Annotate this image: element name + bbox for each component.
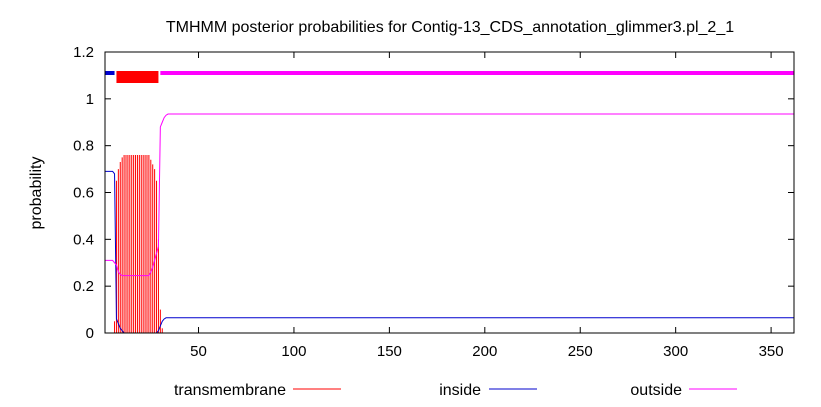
series-inside-line	[105, 170, 794, 334]
chart-title: TMHMM posterior probabilities for Contig…	[166, 19, 734, 36]
x-tick-label: 300	[663, 343, 688, 360]
y-tick-label: 0.6	[73, 185, 94, 202]
plot-frame	[104, 51, 795, 334]
y-tick-label: 0.4	[73, 231, 94, 248]
legend-label-outside: outside	[630, 382, 682, 399]
y-tick-label: 0.2	[73, 278, 94, 295]
y-tick-label: 1.2	[73, 44, 94, 61]
x-tick-label: 50	[190, 343, 207, 360]
x-tick-label: 250	[568, 343, 593, 360]
x-tick-label: 350	[759, 343, 784, 360]
topology-bar-inside	[105, 71, 115, 75]
y-tick-label: 0	[86, 325, 94, 342]
x-tick-label: 150	[377, 343, 402, 360]
legend-label-transmembrane: transmembrane	[174, 382, 286, 399]
plot-area	[105, 71, 795, 334]
y-tick-label: 1	[86, 91, 94, 108]
x-tick-label: 100	[281, 343, 306, 360]
legend-label-inside: inside	[439, 382, 481, 399]
axis-ticks: 50 100 150 200 250 300 350 0 0.2 0.4 0.6 0.8 1 1.2	[73, 44, 794, 360]
x-tick-label: 200	[472, 343, 497, 360]
topology-bar-transmembrane	[116, 71, 159, 83]
legend: transmembrane inside outside	[174, 382, 737, 399]
y-axis-label: probability	[28, 157, 45, 230]
series-outside-line	[105, 113, 794, 277]
topology-bar-outside	[160, 71, 795, 75]
y-tick-label: 0.8	[73, 138, 94, 155]
